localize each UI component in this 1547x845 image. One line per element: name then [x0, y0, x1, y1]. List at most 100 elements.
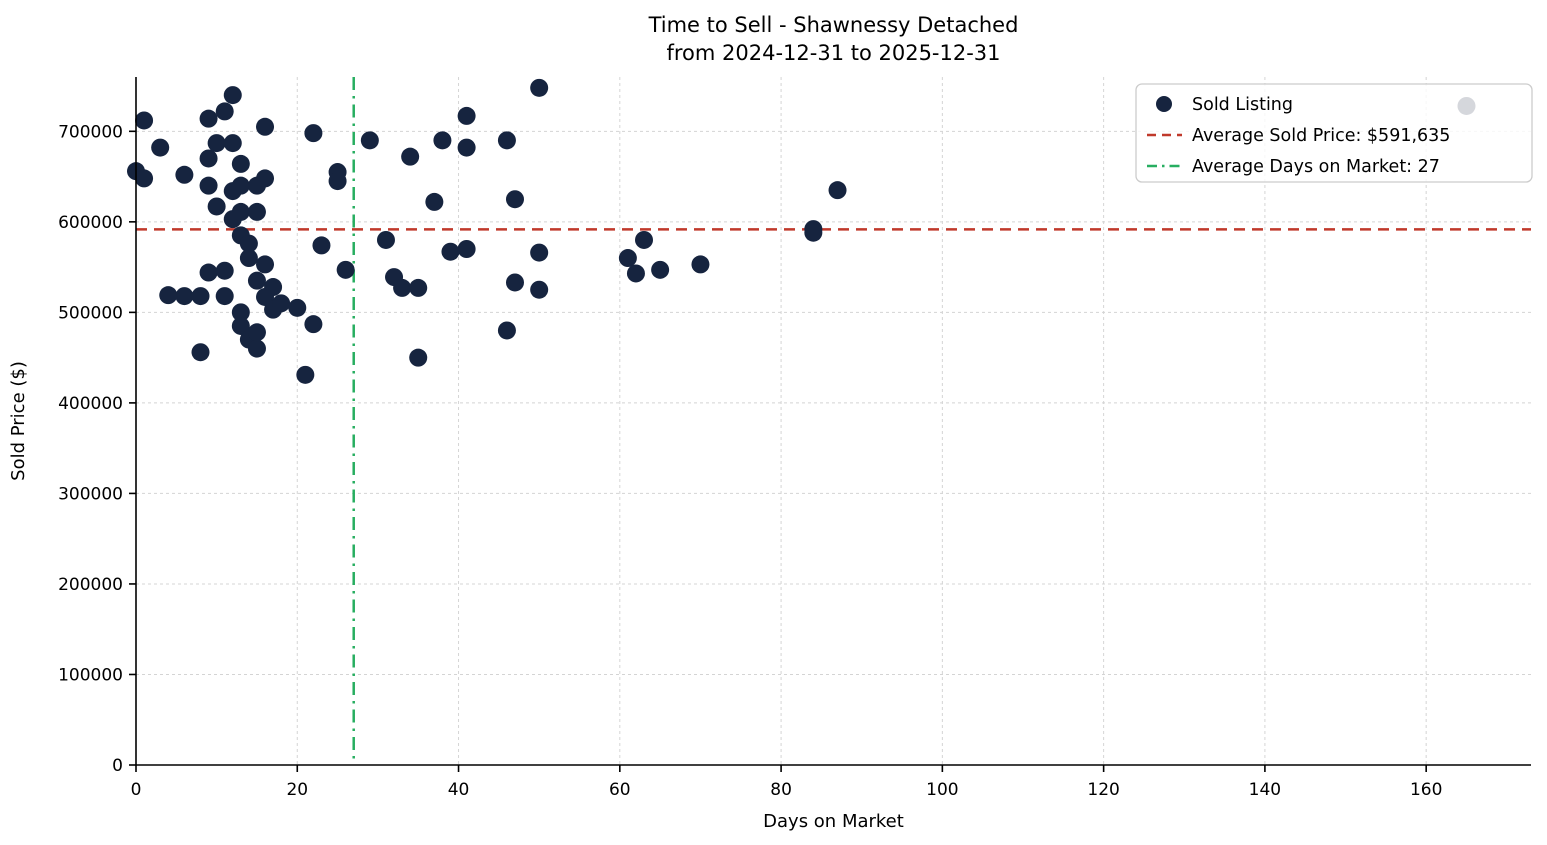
- scatter-point: [457, 138, 476, 157]
- svg-text:40: 40: [448, 780, 470, 800]
- scatter-point: [247, 339, 266, 358]
- scatter-point: [231, 303, 250, 322]
- scatter-point: [231, 202, 250, 221]
- scatter-point: [199, 109, 218, 128]
- scatter-point: [360, 131, 379, 150]
- scatter-point: [135, 169, 154, 188]
- scatter-point: [247, 323, 266, 342]
- scatter-point: [304, 315, 323, 334]
- scatter-point: [635, 230, 654, 249]
- scatter-point: [401, 147, 420, 166]
- scatter-point: [296, 365, 315, 384]
- scatter-point: [409, 278, 428, 297]
- legend-marker-dot: [1156, 96, 1172, 112]
- svg-text:20: 20: [286, 780, 308, 800]
- scatter-point: [457, 240, 476, 258]
- scatter-point: [256, 117, 275, 136]
- legend-label: Average Sold Price: $591,635: [1192, 126, 1450, 146]
- scatter-point: [199, 263, 218, 282]
- scatter-point: [207, 134, 226, 153]
- scatter-point: [288, 298, 307, 317]
- scatter-point: [191, 343, 210, 362]
- scatter-point: [175, 165, 194, 184]
- scatter-point: [223, 134, 242, 153]
- y-axis-label: Sold Price ($): [8, 361, 29, 481]
- scatter-point: [231, 154, 250, 173]
- scatter-point: [433, 131, 452, 150]
- svg-text:100000: 100000: [58, 665, 123, 685]
- scatter-point: [231, 316, 250, 335]
- chart-title: Time to Sell - Shawnessy Detached: [648, 13, 1019, 37]
- chart-subtitle: from 2024-12-31 to 2025-12-31: [666, 41, 1000, 65]
- svg-text:100: 100: [926, 780, 958, 800]
- gridlines: [136, 77, 1531, 765]
- scatter-point: [207, 197, 226, 216]
- svg-text:60: 60: [609, 780, 631, 800]
- scatter-point: [505, 190, 524, 209]
- legend-label: Sold Listing: [1192, 95, 1293, 115]
- scatter-point: [223, 86, 242, 105]
- legend: Sold Listing Average Sold Price: $591,635…: [1135, 83, 1533, 183]
- scatter-point: [256, 255, 275, 274]
- scatter-point: [239, 234, 258, 253]
- scatter-point: [199, 176, 218, 195]
- scatter-point: [376, 230, 395, 249]
- scatter-point: [505, 273, 524, 292]
- legend-label: Average Days on Market: 27: [1192, 157, 1440, 177]
- scatter-point: [530, 280, 549, 299]
- svg-text:200000: 200000: [58, 575, 123, 595]
- scatter-point: [159, 286, 178, 305]
- scatter-point: [618, 249, 637, 268]
- svg-text:120: 120: [1087, 780, 1119, 800]
- scatter-point: [691, 255, 710, 274]
- svg-text:160: 160: [1410, 780, 1442, 800]
- scatter-point: [530, 78, 549, 97]
- svg-text:0: 0: [131, 780, 142, 800]
- scatter-point: [425, 192, 444, 211]
- scatter-point: [272, 294, 291, 313]
- scatter-point: [199, 149, 218, 168]
- scatter-point: [135, 111, 154, 130]
- svg-text:300000: 300000: [58, 484, 123, 504]
- scatter-point: [441, 242, 460, 261]
- scatter-point: [409, 348, 428, 367]
- scatter-point: [497, 321, 516, 340]
- scatter-point: [175, 287, 194, 306]
- scatter-point: [191, 287, 210, 306]
- scatter-point: [457, 106, 476, 125]
- svg-text:80: 80: [770, 780, 792, 800]
- legend-box: [1135, 83, 1533, 183]
- scatter-point: [215, 261, 234, 280]
- scatter-point: [497, 131, 516, 150]
- scatter-point: [231, 176, 250, 195]
- scatter-point: [247, 202, 266, 221]
- scatter-point: [239, 249, 258, 268]
- x-tick-labels: 0 20 40 60 80 100 120 140 160: [131, 780, 1443, 800]
- scatter-point: [151, 138, 170, 157]
- scatter-point: [393, 278, 412, 297]
- svg-text:0: 0: [112, 756, 123, 776]
- scatter-point: [247, 271, 266, 290]
- scatter-point: [256, 169, 275, 188]
- y-tick-labels: 0 100000 200000 300000 400000 500000 600000 700…: [58, 122, 123, 776]
- svg-text:600000: 600000: [58, 213, 123, 233]
- scatter-point: [215, 287, 234, 306]
- scatter-point: [264, 278, 283, 297]
- scatter-point: [304, 124, 323, 143]
- svg-text:700000: 700000: [58, 122, 123, 142]
- scatter-point: [336, 260, 355, 279]
- scatter-point: [215, 102, 234, 121]
- scatter-point: [651, 260, 670, 279]
- scatter-point: [530, 243, 549, 262]
- scatter-point: [312, 236, 331, 255]
- svg-text:500000: 500000: [58, 303, 123, 323]
- scatter-point: [328, 172, 347, 191]
- scatter-point: [626, 264, 645, 283]
- scatter-point: [804, 223, 823, 242]
- svg-text:400000: 400000: [58, 394, 123, 414]
- x-axis-label: Days on Market: [763, 811, 904, 832]
- svg-text:140: 140: [1249, 780, 1281, 800]
- scatter-point: [828, 181, 847, 200]
